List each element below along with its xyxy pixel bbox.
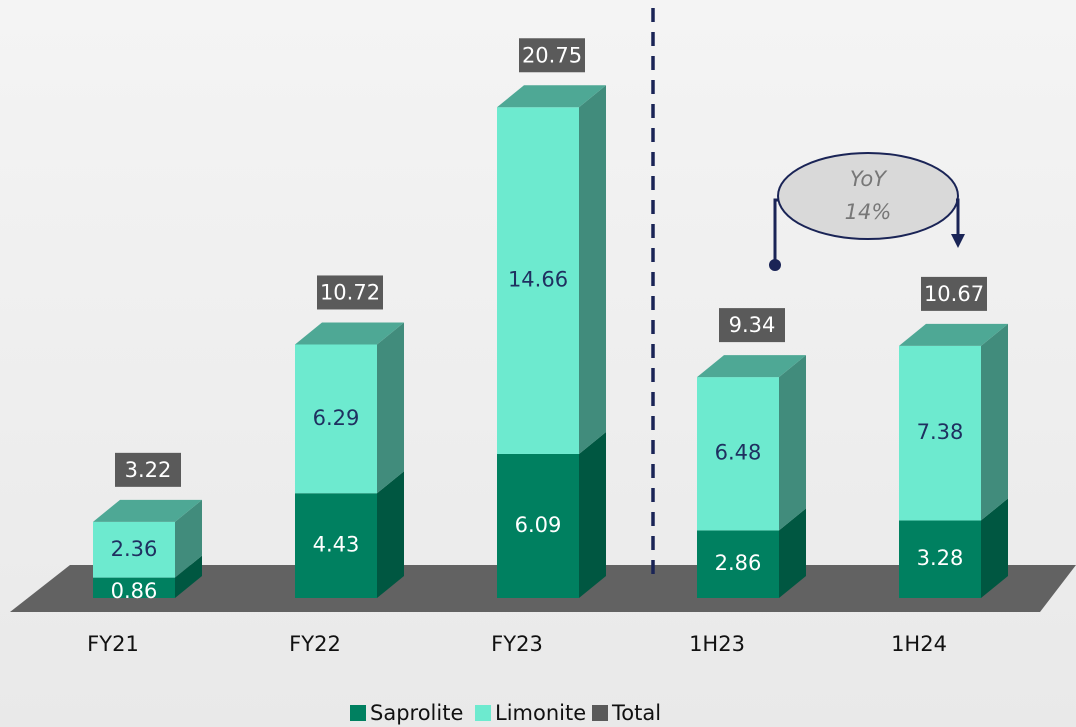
total-label-box (921, 276, 987, 311)
value-label: 6.09 (515, 513, 562, 537)
bar-side (377, 471, 404, 598)
total-label: 10.72 (320, 280, 380, 304)
bar (497, 107, 579, 454)
x-tick-label: 1H24 (891, 632, 947, 656)
bar (697, 377, 779, 531)
bar (93, 577, 175, 598)
total-label: 9.34 (729, 313, 776, 337)
bar-side (779, 355, 806, 531)
bar-top (497, 85, 606, 108)
bar-side (779, 508, 806, 598)
bar (697, 530, 779, 598)
bar-side (175, 555, 202, 598)
legend-swatch (475, 705, 491, 721)
yoy-arrow-right (956, 198, 960, 236)
legend-label: Saprolite (370, 701, 463, 725)
annotation: 14% (845, 200, 892, 224)
bar (899, 520, 981, 598)
yoy-ellipse (777, 152, 959, 240)
bar (497, 453, 579, 598)
bar (93, 521, 175, 578)
total-label-box (115, 452, 181, 487)
x-tick-label: 1H23 (689, 632, 745, 656)
bar-top (697, 355, 806, 378)
total-label-box (719, 308, 785, 343)
bar-side (981, 498, 1008, 598)
bar (295, 493, 377, 598)
bar-side (175, 499, 202, 578)
total-label-box (317, 275, 383, 310)
yoy-arrowhead (951, 234, 965, 248)
bar-side (579, 431, 606, 598)
value-label: 2.86 (715, 551, 762, 575)
legend-swatch (592, 705, 608, 721)
value-label: 4.43 (313, 533, 360, 557)
value-label: 6.29 (313, 406, 360, 430)
bar-top (93, 499, 202, 522)
legend-swatch (350, 705, 366, 721)
value-label: 14.66 (508, 268, 568, 292)
bar (899, 345, 981, 521)
bar-side (981, 323, 1008, 521)
total-label-box (519, 38, 585, 73)
value-label: 0.86 (111, 579, 158, 603)
legend-label: Total (611, 701, 661, 725)
x-tick-label: FY21 (87, 632, 139, 656)
bar-side (579, 85, 606, 454)
bar-top (295, 322, 404, 345)
value-label: 2.36 (111, 537, 158, 561)
yoy-dot (769, 259, 781, 271)
value-label: 7.38 (917, 420, 964, 444)
bar-side (377, 322, 404, 494)
legend-label: Limonite (495, 701, 586, 725)
total-label: 20.75 (522, 43, 582, 67)
bar (295, 344, 377, 494)
total-label: 10.67 (924, 282, 984, 306)
value-label: 3.28 (917, 546, 964, 570)
x-tick-label: FY23 (491, 632, 543, 656)
total-label: 3.22 (125, 458, 172, 482)
yoy-arrow-left (773, 198, 779, 265)
bar-top (899, 323, 1008, 346)
x-tick-label: FY22 (289, 632, 341, 656)
value-label: 6.48 (715, 441, 762, 465)
annotation: YoY (850, 167, 888, 191)
